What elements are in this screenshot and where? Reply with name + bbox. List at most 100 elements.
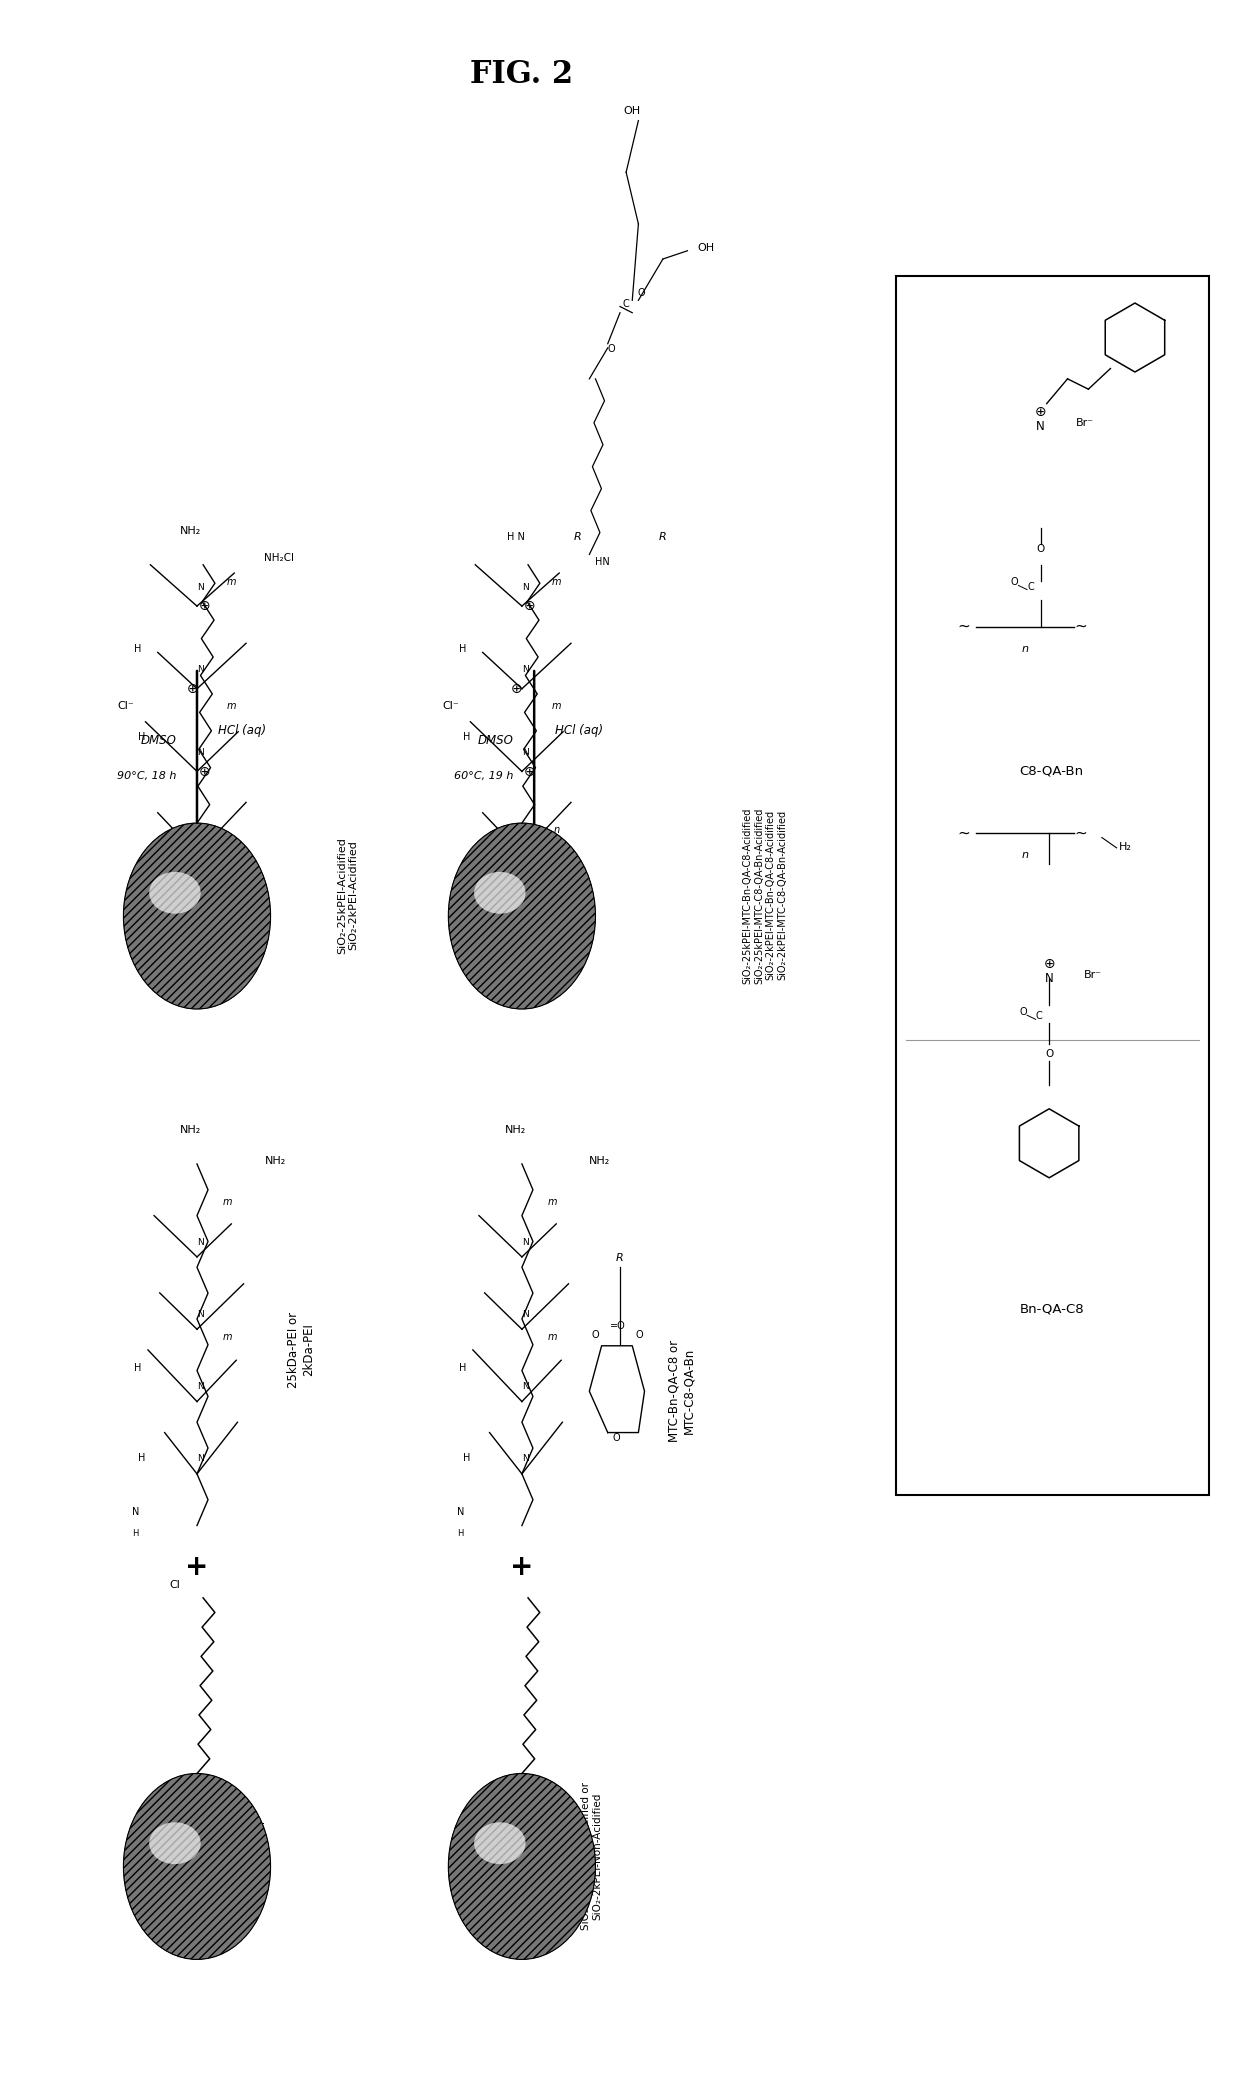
Text: HCl (aq): HCl (aq) bbox=[218, 724, 265, 736]
Text: O: O bbox=[591, 1329, 599, 1340]
Text: C8-QA-Bn: C8-QA-Bn bbox=[1019, 765, 1084, 778]
Text: N: N bbox=[522, 1383, 529, 1392]
Text: C: C bbox=[1028, 582, 1034, 591]
Text: N: N bbox=[197, 1454, 205, 1464]
Ellipse shape bbox=[149, 1822, 201, 1864]
Text: NH₂: NH₂ bbox=[589, 1156, 610, 1167]
Text: N: N bbox=[522, 830, 529, 840]
Text: ~: ~ bbox=[1075, 826, 1087, 840]
Text: m: m bbox=[548, 1331, 557, 1342]
Ellipse shape bbox=[124, 1774, 270, 1959]
Text: HCl (aq): HCl (aq) bbox=[556, 724, 603, 736]
Text: H: H bbox=[133, 1529, 139, 1537]
Text: N: N bbox=[522, 666, 529, 674]
Text: SiO₂-25kPEI-Non-Acidified or
SiO₂-2kPEI-Non-Acidified: SiO₂-25kPEI-Non-Acidified or SiO₂-2kPEI-… bbox=[580, 1783, 603, 1930]
Text: O: O bbox=[637, 289, 645, 297]
Text: SiO₂-(CH₂)₆Cl: SiO₂-(CH₂)₆Cl bbox=[255, 1820, 265, 1893]
Text: n: n bbox=[1021, 643, 1028, 653]
Text: O: O bbox=[608, 343, 615, 354]
Text: NH₂: NH₂ bbox=[180, 1125, 201, 1136]
Text: Br⁻: Br⁻ bbox=[1084, 969, 1101, 980]
Text: NH₂: NH₂ bbox=[505, 1125, 527, 1136]
Text: N: N bbox=[197, 582, 205, 591]
Text: O: O bbox=[636, 1329, 644, 1340]
Text: 25kDa-PEI or
2kDa-PEI: 25kDa-PEI or 2kDa-PEI bbox=[288, 1312, 315, 1387]
Text: H: H bbox=[463, 732, 470, 743]
Text: NH₂: NH₂ bbox=[264, 1156, 285, 1167]
Text: m: m bbox=[548, 1198, 557, 1206]
Text: H: H bbox=[459, 1362, 466, 1373]
Text: H: H bbox=[138, 732, 145, 743]
Text: C: C bbox=[622, 300, 630, 308]
Text: =O: =O bbox=[610, 1321, 625, 1331]
Text: ⊕: ⊕ bbox=[186, 682, 198, 697]
FancyBboxPatch shape bbox=[895, 275, 1209, 1496]
Text: m: m bbox=[227, 701, 236, 711]
Text: H₂: H₂ bbox=[1118, 842, 1132, 853]
Text: O: O bbox=[1019, 1007, 1027, 1017]
Text: N: N bbox=[522, 1310, 529, 1319]
Text: H: H bbox=[463, 1454, 470, 1464]
Text: N: N bbox=[197, 1383, 205, 1392]
Text: NH₂Cl: NH₂Cl bbox=[264, 553, 294, 564]
Text: FIG. 2: FIG. 2 bbox=[470, 58, 573, 89]
Text: ⊕: ⊕ bbox=[198, 765, 210, 778]
Ellipse shape bbox=[449, 824, 595, 1009]
Text: O: O bbox=[613, 1433, 620, 1444]
Text: N: N bbox=[197, 1310, 205, 1319]
Text: C: C bbox=[1035, 1011, 1043, 1021]
Text: +: + bbox=[510, 1554, 533, 1581]
Text: R: R bbox=[658, 532, 667, 543]
Text: ⊕: ⊕ bbox=[523, 765, 536, 778]
Text: n: n bbox=[1021, 851, 1028, 861]
Text: ~: ~ bbox=[1075, 620, 1087, 634]
Text: Cl: Cl bbox=[170, 1579, 180, 1589]
Text: OH: OH bbox=[624, 106, 641, 116]
Text: ⊕: ⊕ bbox=[1043, 957, 1055, 971]
Text: Bn-QA-C8: Bn-QA-C8 bbox=[1019, 1302, 1084, 1315]
Text: N: N bbox=[522, 1238, 529, 1246]
Text: MTC-Bn-QA-C8 or
MTC-C8-QA-Bn: MTC-Bn-QA-C8 or MTC-C8-QA-Bn bbox=[667, 1340, 696, 1441]
Text: N: N bbox=[131, 1508, 139, 1516]
Text: N: N bbox=[197, 1238, 205, 1246]
Text: H: H bbox=[138, 1454, 145, 1464]
Text: 90°C, 18 h: 90°C, 18 h bbox=[117, 770, 176, 780]
Ellipse shape bbox=[474, 1822, 526, 1864]
Ellipse shape bbox=[474, 872, 526, 913]
Text: NH₂: NH₂ bbox=[180, 526, 201, 537]
Text: O: O bbox=[1037, 545, 1044, 555]
Text: ⊕: ⊕ bbox=[1034, 406, 1047, 418]
Ellipse shape bbox=[449, 1774, 595, 1959]
Text: OH: OH bbox=[697, 243, 714, 254]
Text: N: N bbox=[522, 582, 529, 591]
Text: m: m bbox=[223, 1331, 232, 1342]
Text: m: m bbox=[227, 578, 236, 587]
Ellipse shape bbox=[149, 872, 201, 913]
Text: R: R bbox=[573, 532, 582, 543]
Text: Br⁻: Br⁻ bbox=[1076, 418, 1094, 428]
Text: N: N bbox=[197, 749, 205, 757]
Text: N: N bbox=[456, 1508, 464, 1516]
Text: m: m bbox=[223, 1198, 232, 1206]
Text: n: n bbox=[553, 826, 559, 836]
Text: ⊕: ⊕ bbox=[195, 842, 207, 857]
Ellipse shape bbox=[124, 824, 270, 1009]
Text: H N: H N bbox=[507, 532, 525, 543]
Text: ~: ~ bbox=[957, 826, 970, 840]
Text: DMSO: DMSO bbox=[140, 734, 176, 747]
Text: +: + bbox=[185, 1554, 208, 1581]
Text: R: R bbox=[616, 1252, 624, 1263]
Text: N: N bbox=[522, 749, 529, 757]
Text: H: H bbox=[134, 643, 141, 653]
Text: H: H bbox=[458, 1529, 464, 1537]
Text: ⊕: ⊕ bbox=[523, 599, 536, 614]
Text: SiO₂-25kPEI-MTC-Bn-QA-C8-Acidified
SiO₂-25kPEI-MTC-C8-QA-Bn-Acidified
SiO₂-2kPEI: SiO₂-25kPEI-MTC-Bn-QA-C8-Acidified SiO₂-… bbox=[743, 807, 787, 984]
Text: SiO₂-25kPEI-Acidified
SiO₂-2kPEI-Acidified: SiO₂-25kPEI-Acidified SiO₂-2kPEI-Acidifi… bbox=[337, 836, 358, 955]
Text: N: N bbox=[197, 830, 205, 840]
Text: N: N bbox=[522, 1454, 529, 1464]
Text: N: N bbox=[1045, 971, 1054, 986]
Text: Cl⁻: Cl⁻ bbox=[118, 701, 134, 711]
Text: H: H bbox=[459, 643, 466, 653]
Text: N: N bbox=[197, 666, 205, 674]
Text: ~: ~ bbox=[957, 620, 970, 634]
